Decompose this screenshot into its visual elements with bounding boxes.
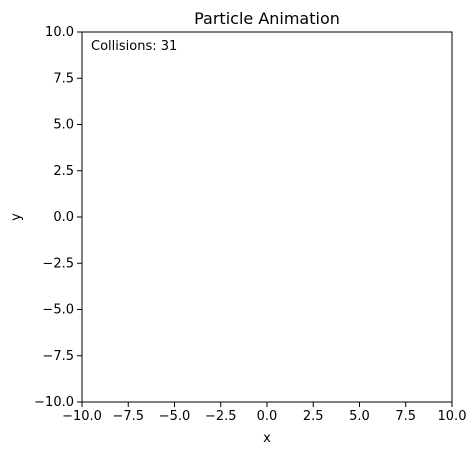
y-tick-label: 2.5: [53, 164, 74, 179]
x-tick-label: 0.0: [257, 409, 278, 424]
chart-title: Particle Animation: [194, 9, 340, 28]
x-tick-label: 5.0: [349, 409, 370, 424]
y-tick-label: 5.0: [53, 118, 74, 133]
x-tick-label: −5.0: [159, 409, 191, 424]
x-tick-label: −2.5: [205, 409, 237, 424]
x-axis-label: x: [263, 431, 271, 446]
x-tick-label: 2.5: [303, 409, 324, 424]
y-tick-label: −10.0: [34, 395, 74, 410]
plot-area: [82, 32, 452, 402]
x-tick-label: 7.5: [395, 409, 416, 424]
y-axis: −10.0 −7.5 −5.0 −2.5 0.0 2.5 5.0 7.5 10.0: [34, 25, 82, 410]
y-tick-label: −7.5: [42, 349, 74, 364]
y-tick-label: 10.0: [45, 25, 74, 40]
y-tick-label: −2.5: [42, 256, 74, 271]
x-tick-label: −10.0: [62, 409, 102, 424]
y-tick-label: 7.5: [53, 71, 74, 86]
y-tick-label: −5.0: [42, 303, 74, 318]
y-axis-label: y: [9, 213, 24, 221]
y-tick-label: 0.0: [53, 210, 74, 225]
x-axis: −10.0 −7.5 −5.0 −2.5 0.0 2.5 5.0 7.5 10.0: [62, 402, 466, 424]
x-tick-label: 10.0: [438, 409, 467, 424]
x-tick-label: −7.5: [112, 409, 144, 424]
collisions-annotation: Collisions: 31: [91, 39, 177, 54]
